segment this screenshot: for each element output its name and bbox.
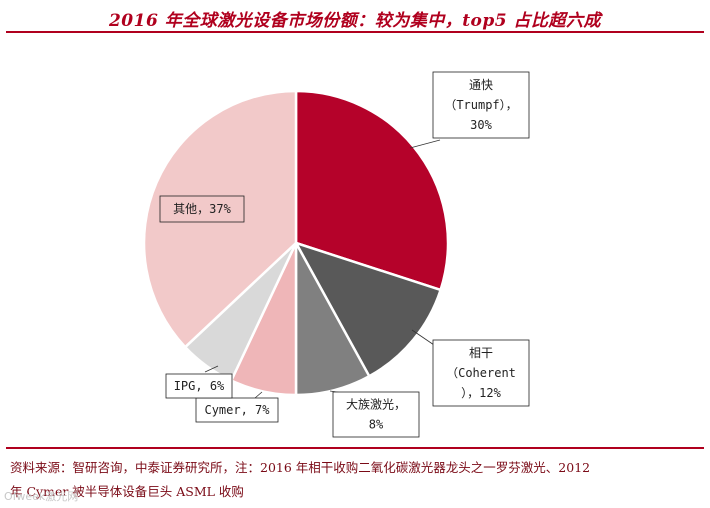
data-label-cymer: Cymer, 7% — [195, 391, 279, 423]
pie-slice-trumpf — [294, 89, 450, 292]
footnote-line-1: 资料来源：智研咨询，中泰证券研究所，注：2016 年相干收购二氧化碳激光器龙头之… — [10, 460, 591, 475]
label-text-ipg-1: IPG, 6% — [174, 379, 225, 393]
data-label-coherent: 相干 （Coherent ），12% — [411, 329, 530, 407]
leader-line-trumpf — [409, 139, 441, 149]
label-box-slice2 — [332, 391, 420, 438]
label-text-trumpf-3: 30% — [470, 118, 492, 132]
label-text-slice5-1: 其他，37% — [173, 202, 231, 216]
label-text-coherent-1: 相干 — [469, 346, 493, 360]
label-box-trumpf — [432, 71, 530, 139]
data-label-trumpf: 通快 （Trumpf）， 30% — [409, 71, 530, 149]
label-box-ipg — [165, 373, 233, 399]
label-text-coherent-2: （Coherent — [446, 366, 516, 380]
footnote-divider — [6, 447, 704, 449]
data-label-ipg: IPG, 6% — [165, 365, 233, 399]
label-text-trumpf-2: （Trumpf）， — [444, 98, 517, 112]
leader-line-ipg — [204, 365, 219, 373]
label-box-slice5 — [159, 195, 245, 223]
label-box-coherent — [432, 339, 530, 407]
pie-slice-slice5 — [142, 89, 298, 349]
data-label-slice2: 大族激光， 8% — [329, 390, 420, 438]
label-text-slice2-1: 大族激光， — [346, 398, 406, 412]
pie-chart: 通快 （Trumpf）， 30% 相干 （Coherent ），12% 大族激光， 8% Cym… — [142, 71, 530, 438]
label-text-cymer-1: Cymer, 7% — [204, 403, 270, 417]
label-box-cymer — [195, 397, 279, 423]
footnote-line-2: 年 Cymer 被半导体设备巨头 ASML 收购 — [10, 484, 244, 499]
pie-slice-coherent — [293, 240, 443, 378]
watermark: Ofweek激光网 — [4, 490, 79, 503]
label-text-slice2-2: 8% — [369, 418, 384, 432]
chart-title: 2016 年全球激光设备市场份额：较为集中，top5 占比超六成 — [108, 11, 602, 31]
label-text-coherent-3: ），12% — [461, 386, 501, 400]
footnote: 资料来源：智研咨询，中泰证券研究所，注：2016 年相干收购二氧化碳激光器龙头之… — [10, 456, 700, 504]
leader-line-cymer — [254, 391, 263, 399]
label-text-trumpf-1: 通快 — [469, 78, 493, 92]
data-label-slice5: 其他，37% — [159, 195, 245, 223]
title-divider — [6, 31, 704, 33]
